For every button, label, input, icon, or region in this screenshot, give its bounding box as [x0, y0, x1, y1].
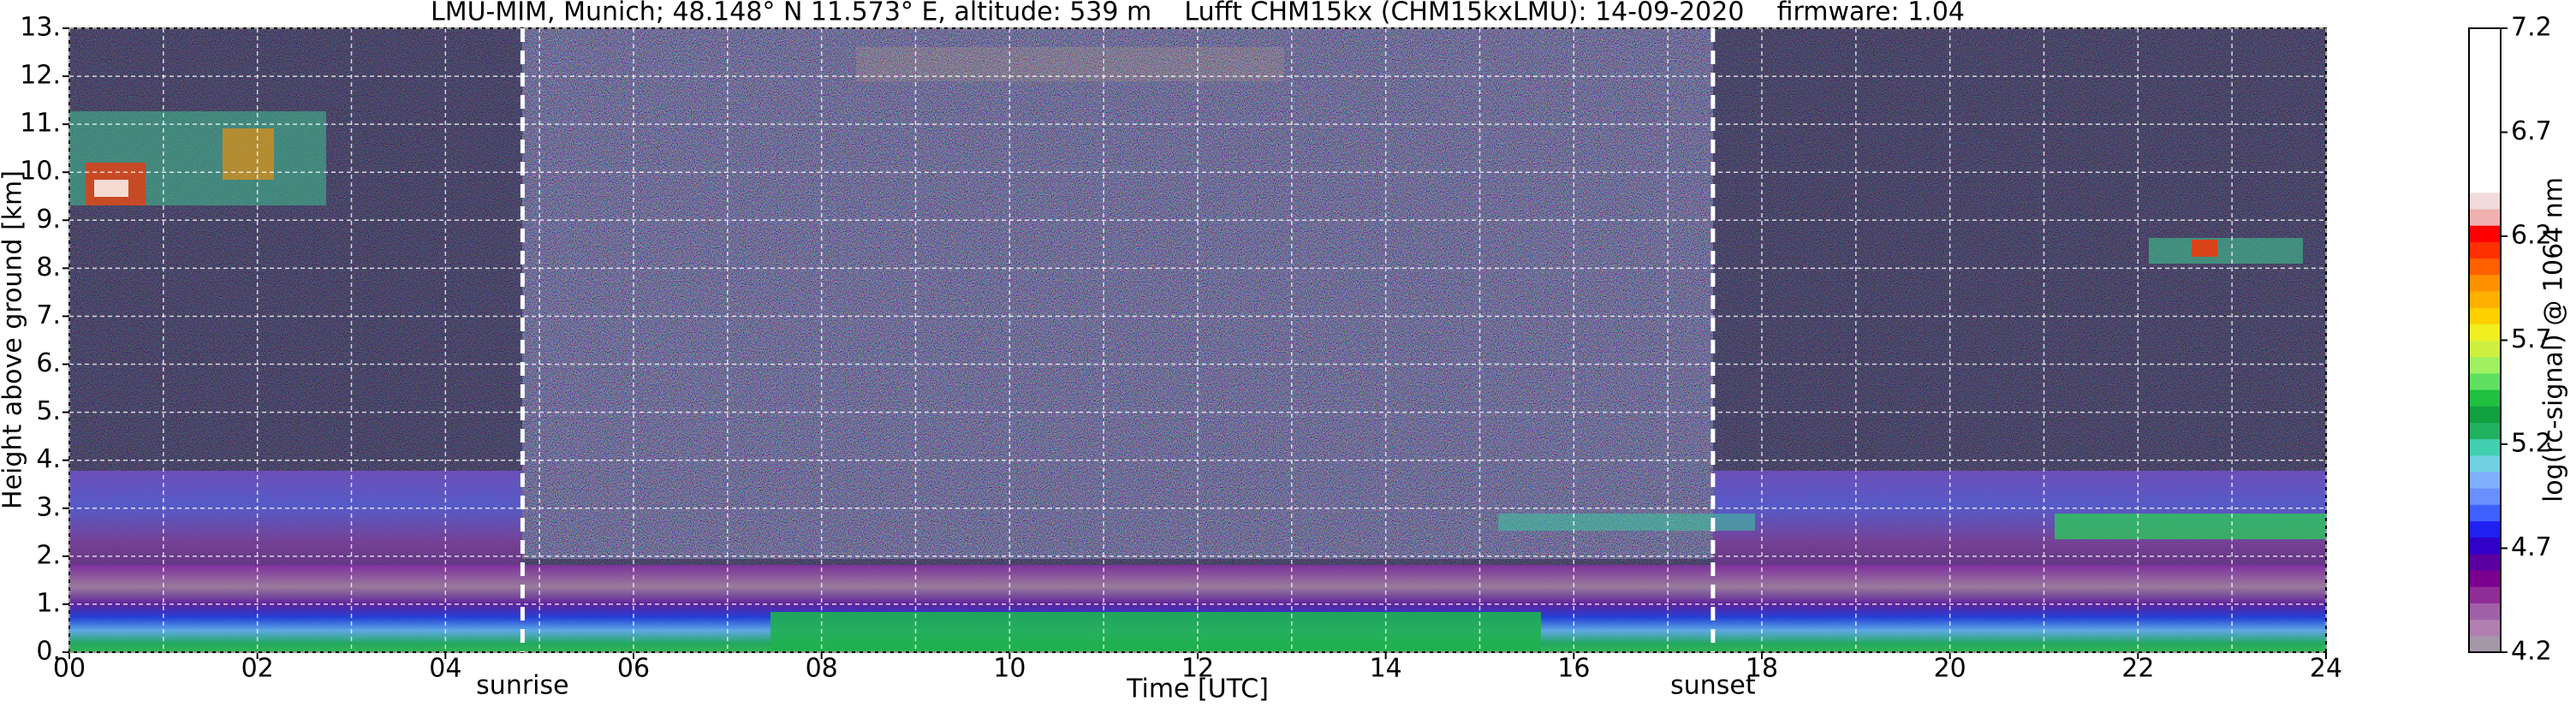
- cloud: [2149, 238, 2303, 264]
- y-tick-label: 12.: [20, 61, 61, 91]
- colorbar-tick-label: 7.2: [2511, 13, 2552, 43]
- cloud: [2192, 240, 2217, 257]
- colorbar-segment: [2469, 586, 2501, 603]
- colorbar-segment: [2469, 520, 2501, 538]
- colorbar-segment: [2469, 553, 2501, 571]
- y-tick-label: 10.: [20, 157, 61, 187]
- x-tick-label: 16: [1557, 654, 1590, 684]
- colorbar-segment: [2469, 274, 2501, 292]
- colorbar-segment: [2469, 340, 2501, 358]
- colorbar-segment: [2469, 504, 2501, 522]
- colorbar-segment: [2469, 356, 2501, 374]
- colorbar-tick-label: 5.2: [2511, 429, 2552, 459]
- annotation-label: sunset: [1670, 671, 1756, 701]
- colorbar-segment: [2469, 93, 2501, 111]
- colorbar-label: log(rc-signal) @ 1064 nm: [2539, 177, 2569, 502]
- colorbar-tick-label: 4.2: [2511, 637, 2552, 667]
- x-tick-label: 08: [806, 654, 838, 684]
- colorbar-segment: [2469, 603, 2501, 621]
- colorbar-segment: [2469, 209, 2501, 226]
- colorbar-tick-label: 6.7: [2511, 116, 2552, 146]
- colorbar-segment: [2469, 225, 2501, 242]
- x-tick-label: 12: [1181, 654, 1214, 684]
- colorbar-tick-label: 5.7: [2511, 324, 2552, 354]
- y-tick-label: 3.: [36, 492, 61, 522]
- colorbar-segment: [2469, 406, 2501, 423]
- colorbar-segment: [2469, 159, 2501, 177]
- heatmap-cirrus: [69, 47, 2303, 264]
- colorbar-segment: [2469, 258, 2501, 276]
- colorbar-segment: [2469, 537, 2501, 555]
- colorbar-segment: [2469, 635, 2501, 653]
- y-tick-label: 11.: [20, 109, 61, 139]
- colorbar-segment: [2469, 175, 2501, 193]
- colorbar-segment: [2469, 241, 2501, 259]
- x-tick-label: 14: [1370, 654, 1402, 684]
- y-axis-label: Height above ground [km]: [0, 170, 28, 509]
- colorbar-segment: [2469, 290, 2501, 308]
- y-tick-label: 4.: [36, 444, 61, 474]
- x-tick-label: 04: [429, 654, 461, 684]
- colorbar-segment: [2469, 77, 2501, 95]
- chart-title: LMU-MIM, Munich; 48.148° N 11.573° E, al…: [431, 0, 1965, 27]
- colorbar-segment: [2469, 471, 2501, 489]
- heatmap-layer: [2055, 514, 2326, 539]
- colorbar-segment: [2469, 28, 2501, 45]
- colorbar-segment: [2469, 61, 2501, 79]
- heatmap-layer: [1498, 514, 1755, 531]
- colorbar-segment: [2469, 127, 2501, 144]
- x-tick-label: 18: [1746, 654, 1778, 684]
- x-tick-label: 24: [2310, 654, 2342, 684]
- x-tick-label: 20: [1934, 654, 1966, 684]
- annotation-label: sunrise: [476, 671, 568, 701]
- colorbar-segment: [2469, 192, 2501, 210]
- colorbar-segment: [2469, 143, 2501, 160]
- colorbar-tick-label: 6.2: [2511, 221, 2552, 251]
- colorbar-segment: [2469, 307, 2501, 324]
- x-tick-label: 02: [241, 654, 274, 684]
- y-tick-label: 6.: [36, 348, 61, 378]
- y-tick-label: 7.: [36, 300, 61, 330]
- x-axis-label: Time [UTC]: [1126, 674, 1269, 704]
- heatmap-noise-day: [522, 28, 1713, 559]
- cloud: [223, 128, 274, 180]
- heatmap-boundary-layer: [770, 612, 1541, 651]
- y-tick-label: 2.: [36, 540, 61, 570]
- colorbar-segment: [2469, 110, 2501, 128]
- y-tick-label: 8.: [36, 253, 61, 282]
- colorbar-segment: [2469, 45, 2501, 62]
- x-tick-label: 10: [993, 654, 1026, 684]
- colorbar-segment: [2469, 488, 2501, 505]
- colorbar-segment: [2469, 619, 2501, 637]
- colorbar-segment: [2469, 389, 2501, 407]
- y-tick-label: 13.: [20, 13, 61, 43]
- colorbar-segment: [2469, 324, 2501, 341]
- colorbar-segment: [2469, 372, 2501, 390]
- colorbar-segment: [2469, 438, 2501, 456]
- y-tick-label: 5.: [36, 396, 61, 426]
- y-tick-label: 1.: [36, 588, 61, 618]
- colorbar-tick-label: 4.7: [2511, 532, 2552, 562]
- x-tick-label: 00: [53, 654, 86, 684]
- colorbar-segment: [2469, 422, 2501, 440]
- y-tick-label: 9.: [36, 205, 61, 235]
- x-tick-label: 22: [2121, 654, 2154, 684]
- y-tick-label: 0.: [36, 637, 61, 667]
- colorbar-segment: [2469, 570, 2501, 587]
- colorbar-segment: [2469, 454, 2501, 472]
- cloud: [94, 180, 128, 197]
- x-tick-label: 06: [617, 654, 650, 684]
